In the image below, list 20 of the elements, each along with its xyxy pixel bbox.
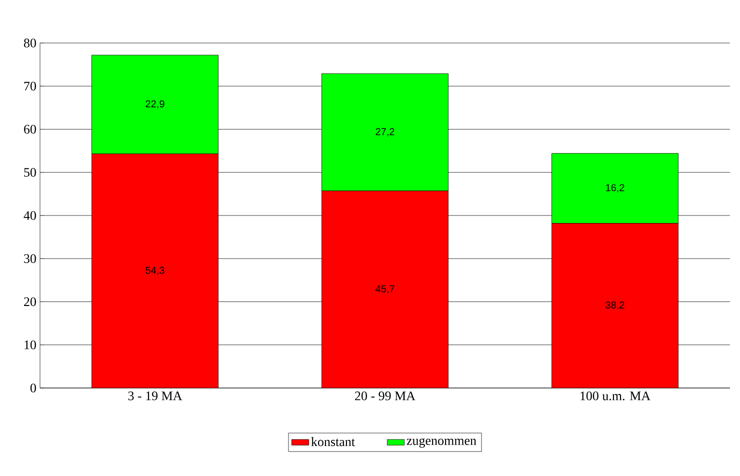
y-tick-label: 50 — [24, 168, 36, 177]
legend-label: zugenommen — [406, 438, 476, 448]
y-tick-label: 80 — [24, 38, 36, 48]
y-tick-label: 40 — [24, 211, 36, 220]
data-label: 54,3 — [146, 266, 164, 276]
x-tick-label: 3 - 19 MA — [128, 392, 182, 400]
data-label: 38,2 — [606, 301, 624, 310]
y-tick-label: 10 — [24, 340, 36, 350]
data-label: 45,7 — [376, 285, 394, 294]
data-label: 16,2 — [606, 184, 624, 192]
x-tick-label: 20 - 99 MA — [355, 392, 416, 400]
y-tick-label: 0 — [30, 384, 36, 392]
y-tick-label: 60 — [24, 124, 36, 134]
legend-label: konstant — [311, 437, 355, 446]
y-tick-label: 30 — [24, 254, 36, 263]
y-tick-label: 20 — [24, 297, 36, 306]
x-tick-label: 100 u.m. MA — [580, 392, 650, 400]
data-label: 27,2 — [376, 128, 394, 136]
data-label: 22,9 — [146, 100, 164, 109]
y-tick-label: 70 — [24, 82, 36, 91]
